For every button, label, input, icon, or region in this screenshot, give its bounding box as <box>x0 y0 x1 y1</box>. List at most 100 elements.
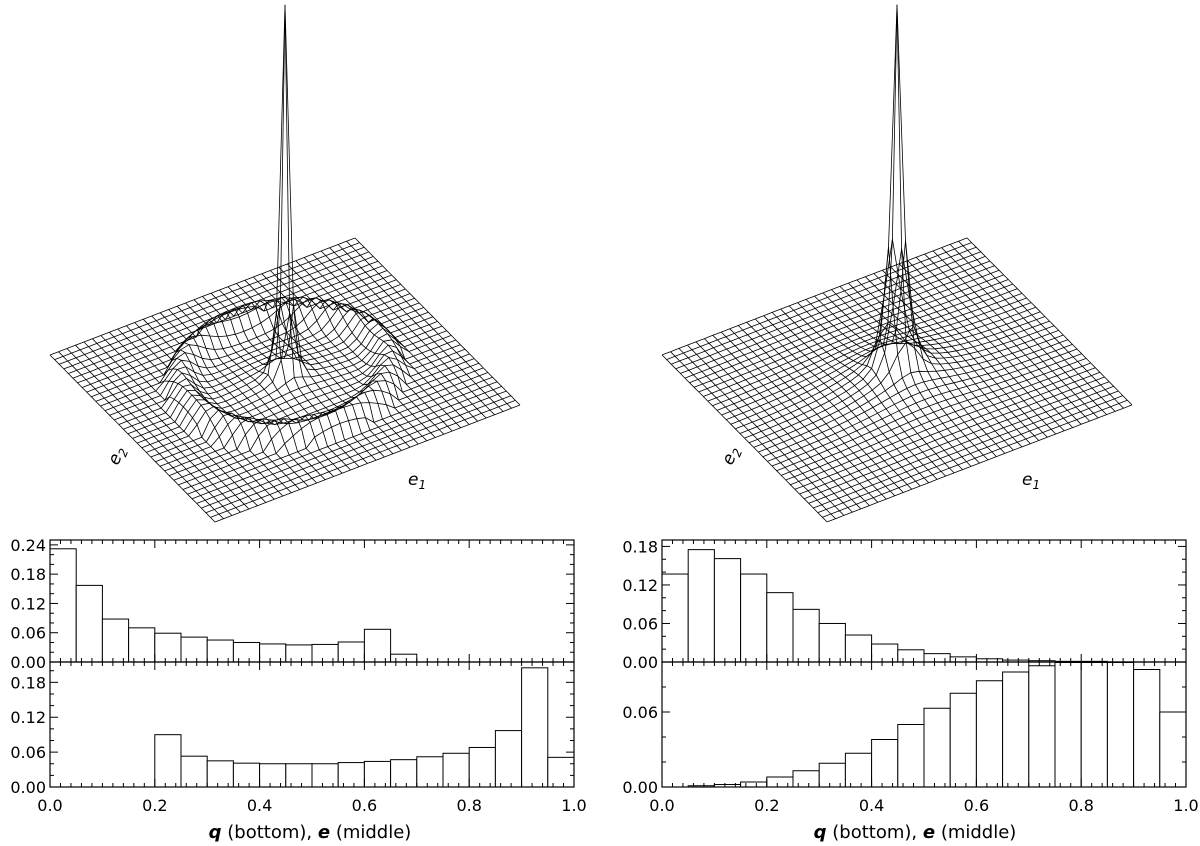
bar-rm-1 <box>687 549 715 663</box>
mesh-line-j-35 <box>958 240 1124 409</box>
x-tick-label-rb-0: 0.0 <box>649 796 674 815</box>
x-tick-label-rb-2: 0.4 <box>859 796 884 815</box>
mesh-line-j-29 <box>907 260 1073 428</box>
mesh-line-i-7 <box>81 270 388 388</box>
bar-rm-4 <box>766 592 794 663</box>
bar-lm-2 <box>101 618 130 663</box>
bar-lb-12 <box>363 760 392 788</box>
mesh-line-j-32 <box>932 250 1099 419</box>
mesh-line-j-6 <box>100 335 267 503</box>
surface-left-e2-label: e2 <box>104 444 131 469</box>
mesh-line-i-26 <box>781 358 1087 476</box>
mesh-line-j-0 <box>49 354 216 523</box>
mesh-line-j-2 <box>66 348 233 516</box>
bar-rm-11 <box>949 656 977 663</box>
mesh-line-j-24 <box>253 276 419 445</box>
bar-lb-19 <box>547 756 575 788</box>
y-tick-label-lb-1: 0.06 <box>10 743 46 762</box>
histogram-right-middle: 0.00 0.06 0.12 0.18 <box>622 537 1187 672</box>
bar-rm-6 <box>818 622 846 663</box>
mesh-line-j-36 <box>966 237 1133 406</box>
mesh-line-j-11 <box>754 318 921 487</box>
mesh-line-j-23 <box>244 279 411 448</box>
bar-lb-4 <box>154 734 182 788</box>
mesh-line-i-26 <box>169 358 475 476</box>
bar-lm-8 <box>259 643 287 663</box>
mesh-line-j-33 <box>941 247 1107 415</box>
mesh-line-j-26 <box>270 270 436 438</box>
mesh-line-j-13 <box>771 312 938 480</box>
y-tick-label-rm-3: 0.18 <box>622 537 658 556</box>
bar-rm-5 <box>792 608 820 663</box>
mesh-line-j-9 <box>126 325 292 493</box>
y-tick-label-rm-0: 0.00 <box>622 653 658 672</box>
y-tick-label-lm-0: 0.00 <box>10 653 46 672</box>
mesh-line-j-20 <box>219 289 385 458</box>
mesh-line-j-4 <box>695 341 862 510</box>
mesh-line-j-25 <box>873 273 1040 441</box>
mesh-line-j-27 <box>890 266 1057 435</box>
mesh-line-j-6 <box>712 335 879 503</box>
mesh-line-j-11 <box>142 318 309 487</box>
bar-lb-6 <box>206 760 234 788</box>
y-tick-label-lm-2: 0.12 <box>10 594 46 613</box>
mesh-line-j-18 <box>814 4 980 464</box>
mesh-line-j-1 <box>670 351 836 519</box>
x-tick-label-rb-5: 1.0 <box>1173 796 1198 815</box>
x-tick-label-lb-2: 0.4 <box>247 796 272 815</box>
bar-rb-7 <box>844 752 873 788</box>
mesh-line-j-22 <box>848 282 1014 451</box>
mesh-line-j-34 <box>949 244 1116 412</box>
bar-lb-14 <box>416 756 444 788</box>
mesh-line-j-32 <box>320 250 487 419</box>
mesh-line-j-15 <box>176 305 343 474</box>
bar-lm-5 <box>180 636 208 663</box>
mesh-line-j-3 <box>75 344 241 513</box>
mesh-line-j-0 <box>661 354 828 523</box>
mesh-line-j-34 <box>337 244 504 412</box>
mesh-line-j-3 <box>687 344 853 513</box>
mesh-line-j-33 <box>329 247 495 415</box>
x-axis-title-left: q (bottom), e (middle) <box>209 822 412 843</box>
bar-lb-16 <box>468 746 496 788</box>
mesh-line-j-31 <box>924 253 1090 422</box>
bar-rb-11 <box>949 692 977 788</box>
bar-lb-13 <box>390 759 418 788</box>
mesh-line-j-8 <box>117 328 284 497</box>
mesh-line-j-36 <box>354 237 521 406</box>
histogram-left-middle: 0.00 0.06 0.12 0.18 0.24 <box>10 536 575 672</box>
mesh-line-i-29 <box>182 372 489 490</box>
y-tick-label-rm-2: 0.12 <box>622 576 658 595</box>
mesh-line-j-4 <box>83 341 250 510</box>
bar-rb-9 <box>897 724 925 788</box>
histogram-left-bottom: 0.00 0.06 0.12 0.18 0.0 0.2 0.4 0.6 0.8 1.0 <box>10 661 587 815</box>
mesh-line-j-16 <box>185 302 351 471</box>
mesh-line-j-14 <box>168 309 334 477</box>
bar-lm-10 <box>311 643 339 663</box>
mesh-line-j-7 <box>721 331 887 500</box>
mesh-line-j-20 <box>831 289 997 457</box>
bar-lm-9 <box>285 644 313 663</box>
surface-plot-left <box>49 4 521 523</box>
bar-rm-0 <box>661 573 689 663</box>
mesh-line-j-10 <box>746 321 912 490</box>
bar-lm-13 <box>390 653 418 663</box>
mesh-line-i-6 <box>77 265 383 384</box>
bar-lm-11 <box>337 641 365 663</box>
mesh-line-i-14 <box>114 302 420 421</box>
bar-lb-17 <box>494 730 523 788</box>
bar-lb-15 <box>442 752 470 788</box>
bar-lb-11 <box>337 762 365 788</box>
x-tick-label-lb-4: 0.8 <box>456 796 481 815</box>
mesh-line-j-14 <box>780 308 946 477</box>
mesh-line-j-30 <box>915 257 1082 425</box>
bar-rm-8 <box>871 643 899 663</box>
mesh-line-i-8 <box>86 274 392 393</box>
bar-rm-3 <box>740 573 768 663</box>
bar-rb-12 <box>975 680 1004 788</box>
mesh-line-j-1 <box>58 351 224 519</box>
mesh-line-j-21 <box>839 286 1006 454</box>
bar-rb-4 <box>766 776 794 788</box>
mesh-line-j-5 <box>92 338 258 506</box>
surface-right-e1-label: e1 <box>1022 470 1040 492</box>
